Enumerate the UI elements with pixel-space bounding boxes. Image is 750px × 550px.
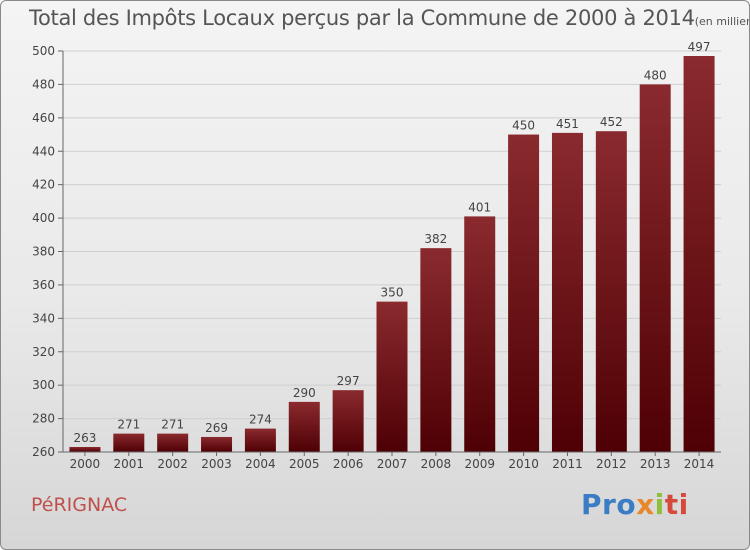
x-tick-label: 2000 [70,457,101,471]
bar-2007 [376,301,408,452]
bar-2008 [420,248,452,452]
data-label: 497 [688,40,711,54]
proxiti-logo: Proxiti [581,488,689,521]
bar-2006 [332,390,364,452]
logo-part-1: Pro [581,488,637,521]
y-tick-label: 300 [32,378,55,392]
data-label: 452 [600,115,623,129]
data-label: 450 [512,119,535,133]
chart-title: Total des Impôts Locaux perçus par la Co… [29,6,749,30]
x-tick-label: 2002 [157,457,188,471]
bar-2003 [201,436,233,452]
data-label: 274 [249,413,272,427]
bar-2013 [639,84,671,453]
bar-2014 [683,56,715,452]
bar-2000 [69,446,101,452]
data-label: 271 [117,418,140,432]
bar-2004 [244,428,276,452]
y-tick-label: 280 [32,412,55,426]
y-tick-label: 440 [32,144,55,158]
data-label: 290 [293,386,316,400]
x-tick-label: 2003 [201,457,232,471]
y-tick-label: 360 [32,278,55,292]
x-tick-label: 2004 [245,457,276,471]
x-tick-label: 2009 [464,457,495,471]
data-label: 350 [381,286,404,300]
logo-part-2: x [636,488,655,521]
x-tick-label: 2007 [377,457,408,471]
data-label: 263 [73,431,96,445]
logo-part-4: ti [664,488,689,521]
y-tick-label: 420 [32,178,55,192]
y-tick-label: 380 [32,245,55,259]
y-tick-label: 320 [32,345,55,359]
title-main: Total des Impôts Locaux perçus par la Co… [29,6,695,30]
y-tick-label: 500 [32,44,55,58]
data-label: 382 [424,232,447,246]
x-tick-label: 2008 [421,457,452,471]
x-tick-label: 2013 [640,457,671,471]
bar-2005 [288,401,320,452]
y-tick-label: 340 [32,311,55,325]
x-tick-label: 2014 [684,457,715,471]
logo-part-3: i [654,488,665,521]
data-label: 269 [205,421,228,435]
data-label: 297 [337,374,360,388]
data-label: 401 [468,200,491,214]
bar-2012 [595,131,627,452]
x-tick-label: 2001 [114,457,145,471]
data-label: 451 [556,117,579,131]
x-tick-label: 2005 [289,457,320,471]
y-tick-label: 460 [32,111,55,125]
data-label: 271 [161,418,184,432]
x-tick-label: 2006 [333,457,364,471]
bar-2010 [508,134,540,452]
bar-2009 [464,216,496,452]
x-tick-label: 2012 [596,457,627,471]
x-tick-label: 2011 [552,457,583,471]
bar-2002 [157,433,189,452]
data-label: 480 [644,68,667,82]
title-unit: (en milliers d'€) [694,15,749,28]
bar-2001 [113,433,145,452]
y-tick-label: 260 [32,445,55,459]
y-tick-label: 400 [32,211,55,225]
commune-name: PéRIGNAC [31,494,128,516]
bar-2011 [551,132,583,452]
x-tick-label: 2010 [508,457,539,471]
y-tick-label: 480 [32,77,55,91]
